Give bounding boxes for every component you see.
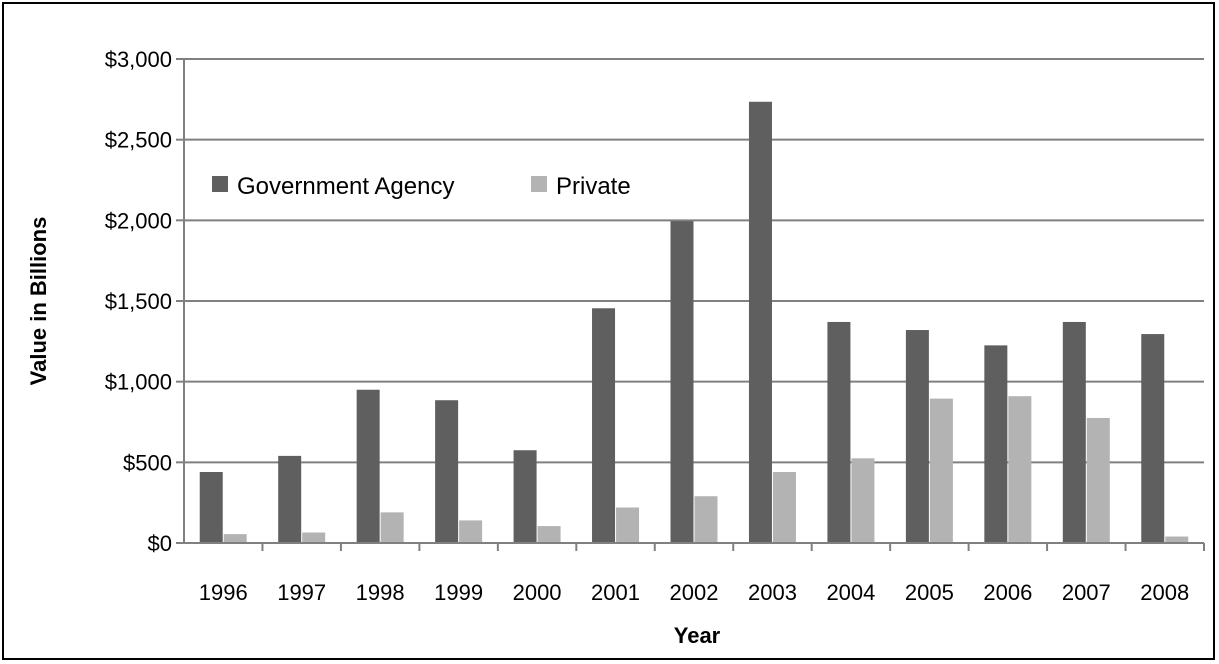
bar-private-1997 [302,532,326,543]
x-tick-label: 1997 [277,580,326,605]
x-tick-label: 2002 [670,580,719,605]
axes [176,58,1205,551]
y-tick-label: $2,000 [105,208,172,233]
legend-label: Private [556,173,631,200]
bar-government-agency-2003 [748,101,772,544]
x-axis-title: Year [674,623,721,648]
legend-label: Government Agency [237,173,454,200]
y-tick-label: $1,500 [105,289,172,314]
bar-government-agency-1997 [278,455,302,543]
bar-private-2005 [929,398,953,543]
bar-government-agency-2005 [905,330,929,543]
bar-private-2004 [851,458,875,543]
x-tick-label: 2004 [826,580,875,605]
x-tick-label: 1999 [434,580,483,605]
gridlines [184,58,1204,464]
bar-private-2002 [694,496,718,543]
bar-private-1996 [223,534,247,543]
bar-private-2006 [1008,396,1032,543]
bar-government-agency-2006 [984,345,1008,543]
x-tick-label: 2005 [905,580,954,605]
y-tick-label: $3,000 [105,47,172,72]
y-tick-labels: $0 $500 $1,000 $1,500 $2,000 $2,500 $3,000 [105,47,172,556]
x-tick-label: 1998 [356,580,405,605]
bars [199,101,1189,544]
bar-government-agency-2007 [1062,321,1086,543]
bar-government-agency-2004 [827,321,851,543]
bar-private-2008 [1165,536,1189,543]
y-tick-label: $500 [123,450,172,475]
x-tick-label: 2003 [748,580,797,605]
x-tick-label: 2007 [1062,580,1111,605]
bar-government-agency-1999 [435,400,459,543]
x-tick-label: 1996 [199,580,248,605]
x-tick-label: 2006 [983,580,1032,605]
x-tick-labels: 1996 1997 1998 1999 2000 2001 2002 2003 2004 2005… [199,580,1189,605]
bar-private-1999 [459,520,483,543]
x-tick-label: 2001 [591,580,640,605]
bar-private-1998 [380,512,404,543]
legend-swatch [212,176,228,192]
bar-government-agency-2001 [592,308,616,543]
bar-government-agency-2002 [670,221,694,543]
bar-private-2003 [772,472,796,543]
legend: Government Agency Private [212,173,631,200]
bar-private-2000 [537,526,561,543]
legend-swatch [531,176,547,192]
y-tick-label: $1,000 [105,370,172,395]
bar-private-2001 [616,507,640,543]
bar-government-agency-1996 [199,472,223,543]
bar-government-agency-2000 [513,450,537,543]
x-tick-label: 2000 [513,580,562,605]
x-tick-label: 2008 [1140,580,1189,605]
y-tick-label: $2,500 [105,128,172,153]
y-axis-title: Value in Billions [26,217,51,386]
bar-government-agency-2008 [1141,334,1165,543]
bar-private-2007 [1086,417,1110,543]
bar-government-agency-1998 [356,389,380,543]
y-tick-label: $0 [148,531,172,556]
